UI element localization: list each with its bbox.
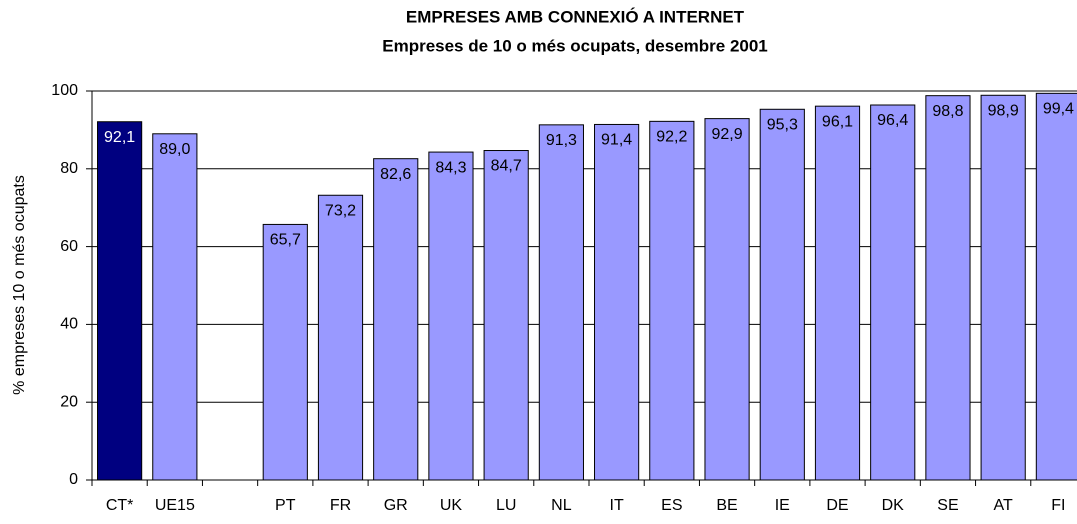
bar bbox=[538, 124, 584, 481]
x-tick-label: UK bbox=[440, 497, 463, 514]
y-tick-label: 60 bbox=[60, 238, 78, 255]
x-tick-label: BE bbox=[716, 497, 737, 514]
bar bbox=[925, 95, 971, 481]
data-label: 92,9 bbox=[711, 126, 742, 143]
bar bbox=[1035, 92, 1077, 481]
data-label: 96,4 bbox=[877, 112, 908, 129]
x-tick-label: DK bbox=[882, 497, 905, 514]
data-label: 89,0 bbox=[159, 141, 190, 158]
x-tick-label: GR bbox=[384, 497, 408, 514]
bar bbox=[980, 94, 1026, 481]
data-label: 98,9 bbox=[988, 102, 1019, 119]
x-tick-label: AT bbox=[994, 497, 1013, 514]
y-tick-label: 80 bbox=[60, 160, 78, 177]
data-label: 95,3 bbox=[767, 117, 798, 134]
bar bbox=[814, 105, 861, 481]
data-label: 82,6 bbox=[380, 166, 411, 183]
bar bbox=[704, 118, 750, 481]
y-tick-label: 0 bbox=[69, 471, 78, 488]
data-label: 73,2 bbox=[325, 202, 356, 219]
bar bbox=[594, 123, 640, 481]
x-tick-label: NL bbox=[551, 497, 572, 514]
x-tick-label: PT bbox=[275, 497, 296, 514]
data-label: 91,4 bbox=[601, 132, 632, 149]
data-label: 84,3 bbox=[435, 159, 466, 176]
x-tick-label: CT* bbox=[106, 497, 134, 514]
y-axis-label: % empreses 10 o més ocupats bbox=[11, 175, 28, 395]
x-tick-label: ES bbox=[661, 497, 682, 514]
data-label: 99,4 bbox=[1043, 101, 1074, 118]
bar bbox=[870, 104, 916, 481]
data-label: 84,7 bbox=[491, 158, 522, 175]
x-tick-label: SE bbox=[937, 497, 958, 514]
chart-title: EMPRESES AMB CONNEXIÓ A INTERNET bbox=[406, 7, 745, 26]
bar bbox=[649, 120, 695, 481]
y-tick-label: 20 bbox=[60, 393, 78, 410]
data-label: 98,8 bbox=[932, 103, 963, 120]
chart-subtitle: Empreses de 10 o més ocupats, desembre 2… bbox=[382, 36, 768, 55]
y-tick-label: 40 bbox=[60, 316, 78, 333]
bar bbox=[373, 158, 419, 481]
data-label: 96,1 bbox=[822, 113, 853, 130]
bar bbox=[262, 223, 308, 481]
data-label: 92,2 bbox=[656, 129, 687, 146]
x-tick-label: DE bbox=[826, 497, 848, 514]
bar bbox=[483, 150, 529, 481]
data-label: 65,7 bbox=[270, 232, 301, 249]
bar bbox=[317, 194, 364, 481]
bar bbox=[97, 121, 143, 481]
x-tick-label: IE bbox=[775, 497, 790, 514]
bar bbox=[428, 151, 474, 481]
x-tick-label: UE15 bbox=[155, 497, 195, 514]
x-tick-label: IT bbox=[610, 497, 624, 514]
data-label: 92,1 bbox=[104, 129, 135, 146]
x-tick-label: FI bbox=[1051, 497, 1065, 514]
bar bbox=[152, 133, 198, 481]
x-tick-label: FR bbox=[330, 497, 351, 514]
y-tick-label: 100 bbox=[51, 82, 78, 99]
x-tick-label: LU bbox=[496, 497, 516, 514]
data-label: 91,3 bbox=[546, 132, 577, 149]
bar bbox=[759, 108, 805, 481]
